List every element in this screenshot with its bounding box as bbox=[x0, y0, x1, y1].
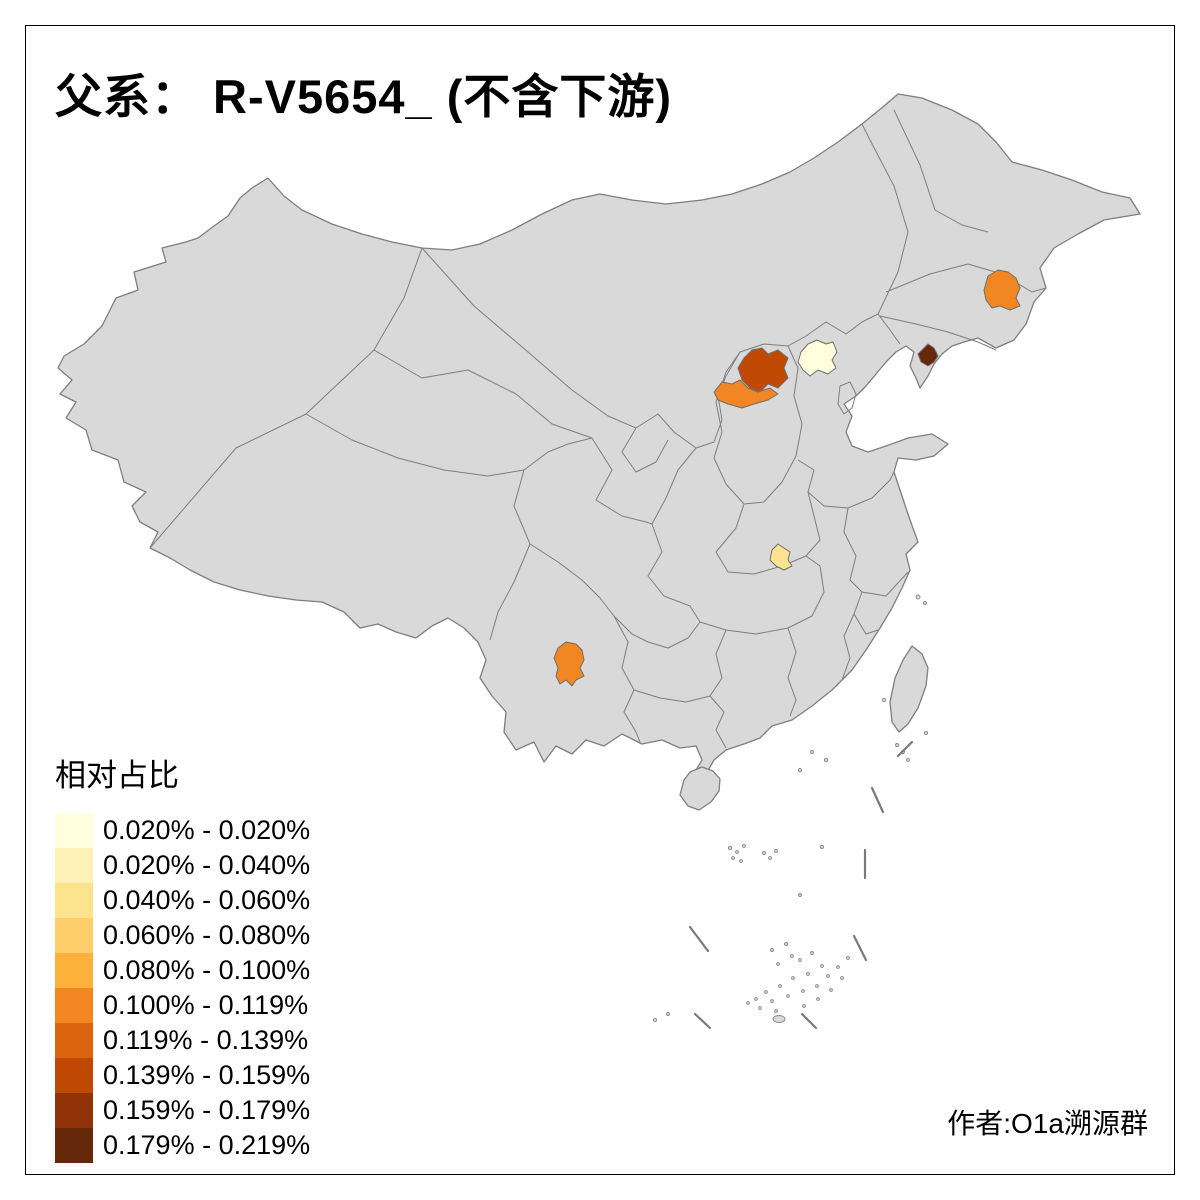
hainan-island bbox=[679, 766, 721, 811]
taiwan-island bbox=[889, 645, 929, 733]
legend-swatch bbox=[55, 918, 93, 953]
region-beijing bbox=[797, 339, 838, 377]
legend-label: 0.080% - 0.100% bbox=[103, 955, 311, 985]
province-borders bbox=[149, 109, 1047, 749]
legend-label: 0.060% - 0.080% bbox=[103, 920, 311, 950]
legend-swatch bbox=[55, 848, 93, 883]
mainland-outline bbox=[57, 93, 1141, 775]
legend-row: 0.119% - 0.139% bbox=[55, 1023, 310, 1058]
legend-label: 0.020% - 0.020% bbox=[103, 815, 311, 845]
legend-swatch bbox=[55, 953, 93, 988]
legend-row: 0.020% - 0.040% bbox=[55, 848, 310, 883]
legend-swatch bbox=[55, 813, 93, 848]
legend-row: 0.139% - 0.159% bbox=[55, 1058, 310, 1093]
legend-label: 0.020% - 0.040% bbox=[103, 850, 311, 880]
legend-swatch bbox=[55, 988, 93, 1023]
legend-row: 0.080% - 0.100% bbox=[55, 953, 310, 988]
legend-label: 0.159% - 0.179% bbox=[103, 1095, 311, 1125]
legend: 相对占比 0.020% - 0.020% 0.020% - 0.040% 0.0… bbox=[55, 750, 310, 1163]
region-north-shanxi bbox=[737, 347, 789, 393]
page-title: 父系： R-V5654_ (不含下游) bbox=[55, 70, 673, 123]
region-liaoning-city bbox=[917, 343, 939, 367]
legend-swatch bbox=[55, 1058, 93, 1093]
region-yunnan-city bbox=[553, 641, 585, 687]
legend-row: 0.159% - 0.179% bbox=[55, 1093, 310, 1128]
legend-row: 0.100% - 0.119% bbox=[55, 988, 310, 1023]
legend-label: 0.119% - 0.139% bbox=[103, 1025, 309, 1055]
region-hubei-city bbox=[769, 543, 793, 571]
nine-dash-line bbox=[688, 740, 914, 1030]
legend-swatch bbox=[55, 883, 93, 918]
attribution: 作者:O1a溯源群 bbox=[947, 1108, 1148, 1139]
legend-label: 0.139% - 0.159% bbox=[103, 1060, 311, 1090]
legend-row: 0.020% - 0.020% bbox=[55, 813, 310, 848]
plot-frame bbox=[25, 25, 1175, 1175]
legend-label: 0.179% - 0.219% bbox=[103, 1130, 311, 1160]
legend-label: 0.040% - 0.060% bbox=[103, 885, 311, 915]
region-jilin-city bbox=[983, 269, 1021, 311]
legend-swatch bbox=[55, 1128, 93, 1163]
legend-row: 0.179% - 0.219% bbox=[55, 1128, 310, 1163]
legend-swatch bbox=[55, 1093, 93, 1128]
small-islands bbox=[652, 594, 929, 1023]
legend-label: 0.100% - 0.119% bbox=[103, 990, 309, 1020]
legend-row: 0.060% - 0.080% bbox=[55, 918, 310, 953]
legend-swatch bbox=[55, 1023, 93, 1058]
region-central-shanxi bbox=[713, 379, 779, 409]
legend-row: 0.040% - 0.060% bbox=[55, 883, 310, 918]
legend-title: 相对占比 bbox=[55, 758, 179, 793]
